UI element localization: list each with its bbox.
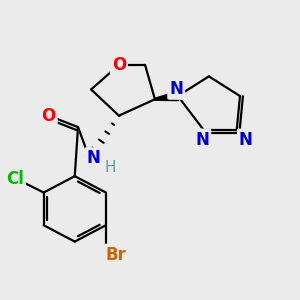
Text: N: N	[169, 80, 183, 98]
Text: O: O	[41, 106, 56, 124]
Text: H: H	[104, 160, 116, 175]
Polygon shape	[155, 92, 178, 100]
Text: Br: Br	[106, 246, 127, 264]
Text: O: O	[112, 56, 126, 74]
Text: Cl: Cl	[6, 170, 24, 188]
Text: N: N	[239, 130, 253, 148]
Text: N: N	[195, 130, 209, 148]
Text: N: N	[86, 149, 100, 167]
